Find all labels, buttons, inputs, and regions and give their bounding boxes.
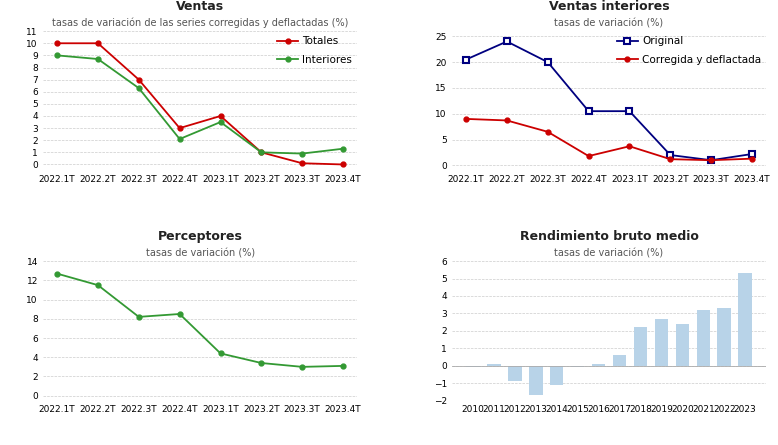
Bar [571,366,584,368]
Line: Original: Original [463,38,755,163]
Bar [613,355,626,366]
Text: Rendimiento bruto medio: Rendimiento bruto medio [520,230,699,243]
Totales [52,40,61,46]
Bar [738,273,752,366]
Bar [487,364,500,366]
Text: tasas de variación (%): tasas de variación (%) [555,18,664,28]
Corregida y deflactada [706,158,716,163]
Line: Corregida y deflactada: Corregida y deflactada [464,117,755,162]
Totales [257,150,266,155]
Corregida y deflactada [461,116,471,121]
Corregida y deflactada [584,154,594,159]
Interiores [338,146,348,151]
Bar [592,364,605,366]
Bar [550,366,563,385]
Interiores [216,119,225,125]
Bar [717,308,731,366]
Interiores [297,151,307,156]
Original [543,60,552,65]
Bar [633,328,647,366]
Corregida y deflactada [543,129,552,134]
Interiores [134,85,143,91]
Bar [466,366,480,368]
Original [461,57,471,62]
Bar [675,324,689,366]
Text: Perceptores: Perceptores [158,230,243,243]
Original [706,158,716,163]
Totales [216,113,225,119]
Bar [529,366,542,395]
Totales [297,161,307,166]
Text: tasas de variación de las series corregidas y deflactadas (%): tasas de variación de las series corregi… [52,18,349,28]
Original [625,109,634,114]
Corregida y deflactada [666,157,675,162]
Interiores [52,53,61,58]
Text: Ventas: Ventas [176,0,224,13]
Legend: Totales, Interiores: Totales, Interiores [277,36,352,65]
Line: Interiores: Interiores [54,53,345,156]
Totales [175,125,184,131]
Totales [93,40,103,46]
Original [666,152,675,158]
Text: tasas de variación (%): tasas de variación (%) [145,248,254,259]
Line: Totales: Totales [54,41,345,167]
Text: Ventas interiores: Ventas interiores [548,0,669,13]
Interiores [175,136,184,142]
Totales [338,162,348,167]
Interiores [257,150,266,155]
Corregida y deflactada [503,118,512,123]
Legend: Original, Corregida y deflactada: Original, Corregida y deflactada [617,36,761,65]
Corregida y deflactada [625,144,634,149]
Original [748,151,757,157]
Text: tasas de variación (%): tasas de variación (%) [555,248,664,259]
Original [584,109,594,114]
Corregida y deflactada [748,156,757,162]
Interiores [93,57,103,62]
Bar [696,310,710,366]
Original [503,39,512,44]
Bar [654,319,668,366]
Bar [508,366,521,381]
Totales [134,77,143,82]
